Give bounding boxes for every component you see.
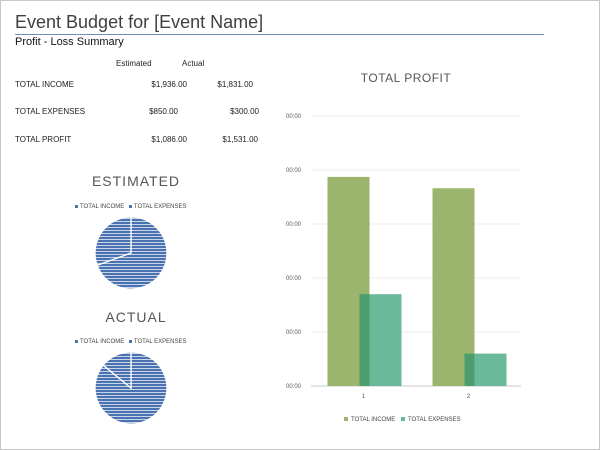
pie-slice-income (96, 216, 168, 290)
cell-profit-estimated: $1,086.00 (151, 135, 187, 144)
row-label-total-profit: TOTAL PROFIT (15, 135, 72, 144)
pie-legend-actual: TOTAL INCOME TOTAL EXPENSES (75, 339, 186, 345)
legend-label-income: TOTAL INCOME (80, 204, 125, 210)
pie-chart-actual (94, 351, 168, 425)
y-tick-label: 00:00 (286, 222, 302, 228)
pie-slice-expenses (94, 216, 132, 267)
pie-chart-estimated (94, 216, 168, 290)
y-tick-label: 00:00 (286, 168, 302, 174)
cell-income-estimated: $1,936.00 (151, 80, 187, 89)
pie-legend-estimated: TOTAL INCOME TOTAL EXPENSES (75, 204, 186, 210)
bar-overlap (464, 353, 475, 386)
column-header-estimated: Estimated (116, 59, 152, 68)
column-header-actual: Actual (182, 59, 205, 68)
y-tick-label: 00:00 (286, 114, 302, 120)
x-tick-label: 2 (467, 394, 471, 400)
legend-swatch (401, 417, 405, 421)
legend-swatch-income (75, 204, 78, 208)
bar-overlap (359, 294, 370, 386)
legend-label-expenses: TOTAL EXPENSES (133, 204, 187, 210)
y-tick-label: 00:00 (286, 330, 302, 336)
bar-chart-title: TOTAL PROFIT (360, 71, 452, 85)
title-underline (15, 34, 544, 35)
row-label-total-income: TOTAL INCOME (15, 80, 74, 89)
pie-title-estimated: ESTIMATED (91, 173, 181, 189)
bar-chart-total-profit: 00:00 00:00 00:00 00:00 00:00 00:00 1 2 TOTAL IN… (286, 114, 521, 423)
pie-title-actual: ACTUAL (105, 309, 167, 325)
legend-label-income: TOTAL INCOME (80, 339, 125, 345)
legend-label-expenses: TOTAL EXPENSES (133, 339, 187, 345)
y-tick-label: 00:00 (286, 384, 302, 390)
cell-profit-actual: $1,531.00 (222, 135, 258, 144)
bar-total-income (432, 188, 475, 386)
page-subtitle: Profit - Loss Summary (15, 36, 124, 48)
row-label-total-expenses: TOTAL EXPENSES (15, 107, 86, 116)
cell-income-actual: $1,831.00 (217, 80, 253, 89)
cell-expenses-estimated: $850.00 (149, 107, 178, 116)
legend-swatch-expenses (128, 339, 132, 343)
y-tick-label: 00:00 (286, 276, 302, 282)
legend-swatch-income (75, 339, 78, 343)
cell-expenses-actual: $300.00 (230, 107, 259, 116)
legend-swatch-expenses (128, 204, 132, 208)
pie-slice-expenses (102, 351, 132, 390)
legend-swatch (344, 417, 348, 421)
legend-label: TOTAL INCOME (351, 417, 395, 423)
page-title: Event Budget for [Event Name] (15, 12, 264, 32)
x-tick-label: 1 (362, 394, 366, 400)
legend-label: TOTAL EXPENSES (408, 417, 461, 423)
